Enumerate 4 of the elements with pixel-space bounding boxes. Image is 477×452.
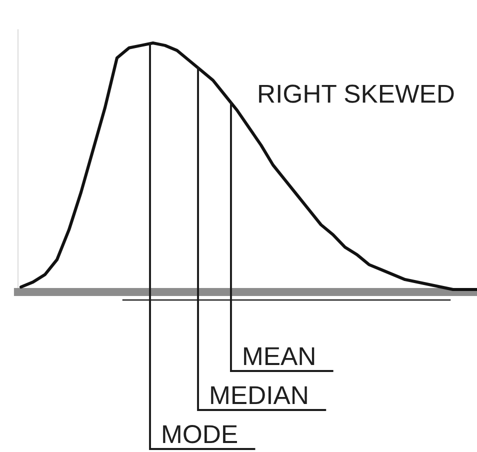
text: MEDIAN xyxy=(211,386,307,404)
text: MODE xyxy=(163,425,237,444)
text: MEAN xyxy=(244,347,314,365)
text: RIGHT SKEWED xyxy=(259,84,454,103)
